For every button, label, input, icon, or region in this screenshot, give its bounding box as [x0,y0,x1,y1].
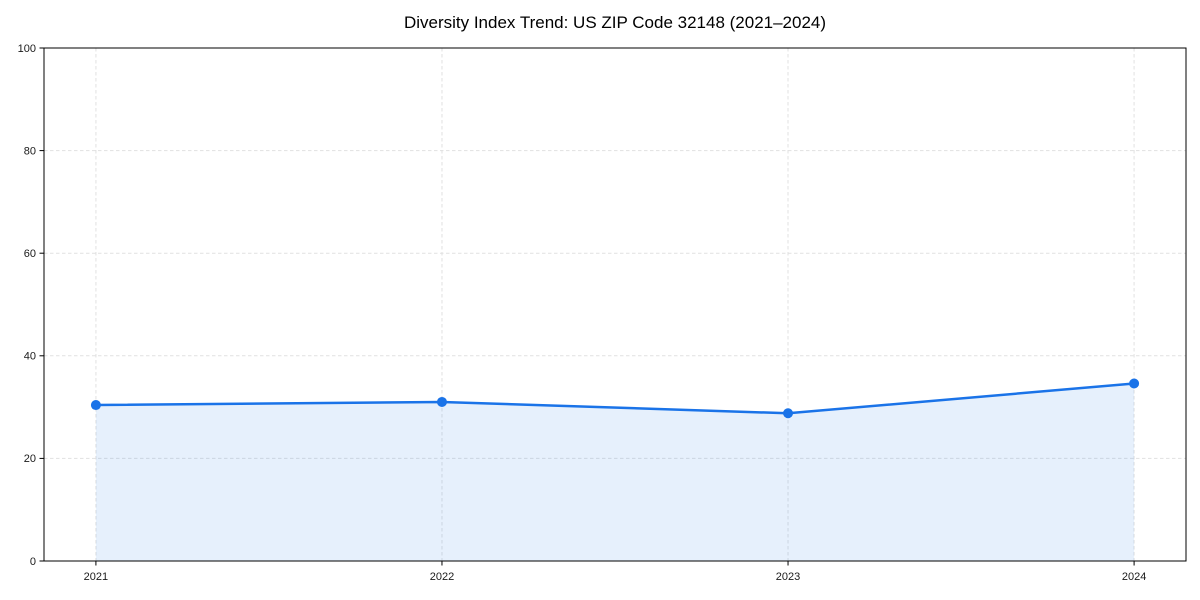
data-point [1129,378,1140,389]
chart-title: Diversity Index Trend: US ZIP Code 32148… [404,13,826,32]
y-tick-label: 80 [24,145,36,157]
data-point [90,400,101,411]
x-tick-label: 2023 [776,571,800,583]
y-tick-label: 0 [30,556,36,568]
y-tick-label: 40 [24,351,36,363]
tick-labels-layer: 0 20 40 60 80 100 2021 2022 2023 2024 [18,43,1147,583]
y-tick-label: 20 [24,453,36,465]
plot-border [43,47,1187,562]
trend-line [94,382,1136,415]
x-tick-label: 2024 [1122,571,1146,583]
data-points-layer [90,378,1140,419]
data-point [783,408,794,419]
y-tick-label: 60 [24,248,36,260]
axes-layer [39,47,1187,566]
area-fill [95,383,1135,561]
y-tick-label: 100 [18,43,36,55]
area-fill-layer [95,383,1135,561]
line-series-layer [94,382,1136,415]
x-tick-label: 2021 [84,571,108,583]
x-tick-label: 2022 [430,571,454,583]
data-point [436,396,447,407]
